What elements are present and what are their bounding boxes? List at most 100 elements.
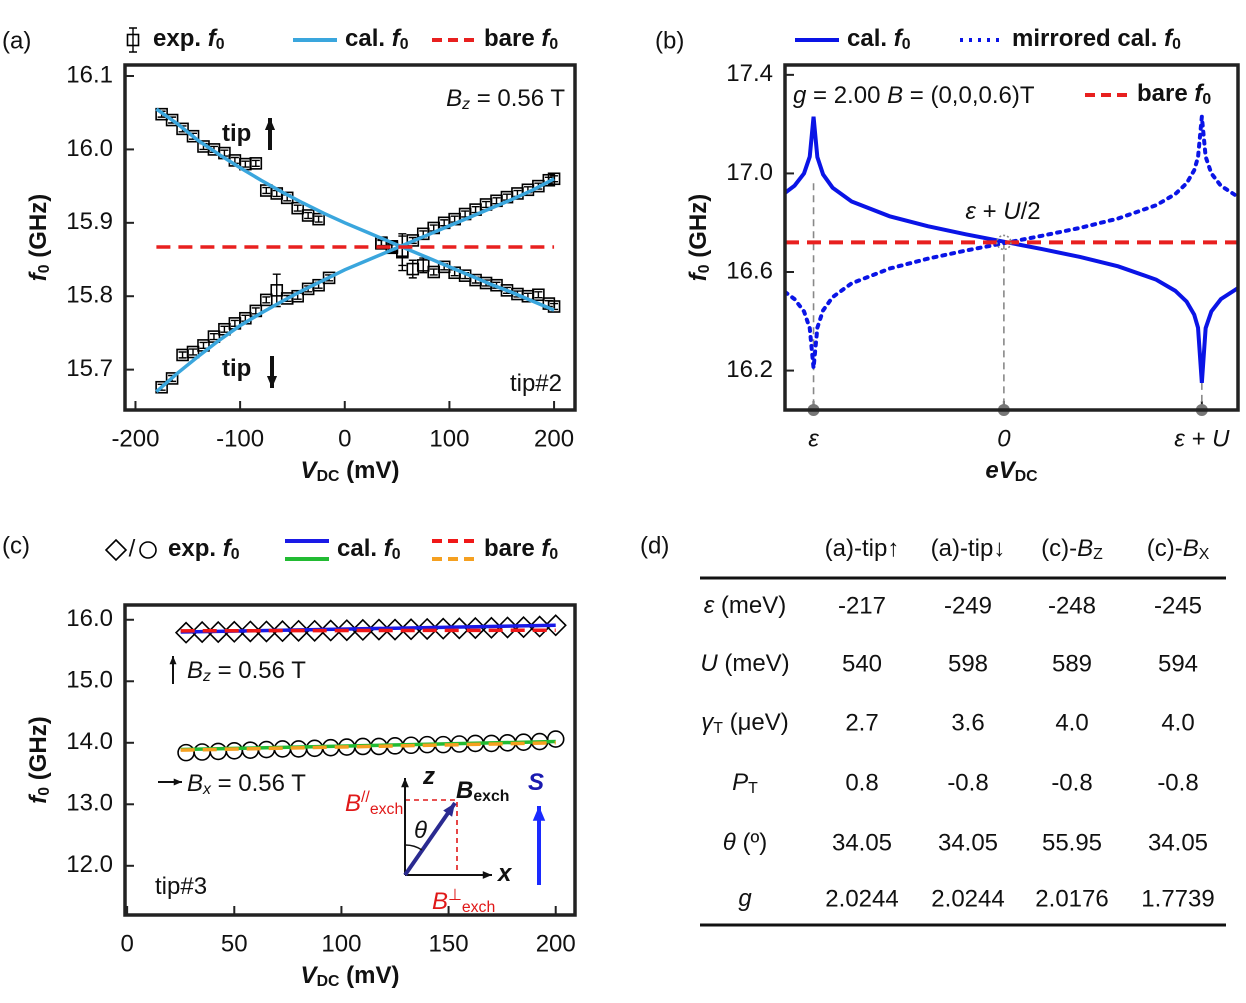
text-run: exch: [473, 788, 509, 805]
annotation: B//exch: [345, 789, 403, 818]
error-bar: [189, 348, 198, 356]
x-tick-label: -200: [111, 425, 159, 452]
annotation: Bexch: [456, 777, 509, 805]
table-cell: 4.0: [1161, 709, 1194, 736]
text-run: (GHz): [25, 716, 52, 787]
x-tick-label: ε: [808, 425, 819, 452]
arrow-head: [266, 376, 278, 388]
error-bar: [492, 197, 501, 205]
row-header: ε (meV): [704, 592, 787, 619]
table-cell: -217: [838, 592, 886, 619]
error-bar: [461, 210, 470, 218]
text-run: exp.: [168, 535, 223, 562]
series-line: [180, 628, 556, 633]
text-run: f: [685, 271, 712, 281]
data-point: [322, 271, 336, 285]
data-point: [239, 620, 262, 643]
text-run: B: [187, 657, 203, 684]
y-tick-label: 17.4: [726, 60, 773, 87]
error-bar: [471, 205, 480, 214]
text-run: 0: [1172, 36, 1181, 53]
data-point: [165, 372, 179, 385]
error-bar: [220, 325, 229, 333]
text-run: /2: [1021, 198, 1041, 225]
table-cell: 34.05: [938, 829, 998, 856]
data-point: [448, 617, 471, 640]
legend-label: exp. f0: [153, 25, 225, 53]
x-tick-label: ε + U: [1174, 425, 1230, 452]
data-point: [512, 616, 535, 639]
table-cell: 1.7739: [1141, 885, 1214, 912]
y-tick-label: 16.6: [726, 257, 773, 284]
y-tick-label: 16.0: [66, 605, 113, 632]
error-bar: [304, 211, 313, 220]
text-run: f: [894, 25, 904, 52]
error-bar: [482, 200, 491, 209]
x-axis-label: VDC (mV): [301, 962, 400, 990]
data-point: [399, 618, 423, 641]
text-run: g: [738, 885, 752, 912]
row-header: g: [738, 885, 752, 912]
data-point: [312, 212, 325, 226]
y-tick-label: 17.0: [726, 159, 773, 186]
plot-frame: [783, 63, 1240, 412]
error-bar: [314, 215, 323, 223]
data-point: [291, 201, 304, 215]
y-tick-label: 15.9: [66, 208, 113, 235]
text-run: tip#2: [510, 370, 562, 397]
legend-label: bare f0: [1137, 80, 1211, 108]
row-header: U (meV): [700, 650, 789, 677]
text-run: (mV): [339, 962, 399, 989]
text-run: P: [732, 769, 748, 796]
text-run: S: [528, 769, 544, 796]
legend-label: bare f0: [484, 25, 558, 53]
text-run: mirrored cal.: [1012, 25, 1164, 52]
column-header: (c)-BZ: [1041, 535, 1103, 563]
panel-label: (c): [2, 532, 30, 559]
table-cell: 594: [1158, 650, 1198, 677]
data-point: [191, 620, 214, 644]
data-point: [528, 615, 551, 638]
y-axis-label: f0 (GHz): [25, 194, 53, 281]
text-run: DC: [317, 973, 340, 990]
data-point: [270, 284, 284, 297]
text-run: (mV): [339, 457, 399, 484]
text-run: X: [1199, 546, 1210, 563]
crossing-circle: [996, 234, 1012, 251]
arrow-head: [173, 778, 182, 786]
table-cell: -0.8: [1051, 769, 1092, 796]
text-run: f: [541, 25, 551, 52]
text-run: γ: [701, 709, 715, 736]
data-point: [544, 614, 567, 637]
x-tick-label: 0: [338, 425, 351, 452]
y-tick-label: 16.0: [66, 135, 113, 162]
text-run: g: [793, 82, 807, 109]
text-run: U: [700, 650, 718, 677]
text-run: T: [748, 780, 758, 797]
y-tick-label: 15.0: [66, 667, 113, 694]
y-tick-label: 16.2: [726, 356, 773, 383]
data-point: [155, 380, 168, 394]
text-run: 0: [36, 787, 53, 796]
text-run: f: [384, 535, 394, 562]
text-run: ε: [965, 198, 976, 225]
text-run: DC: [317, 468, 340, 485]
data-point: [255, 620, 278, 643]
data-point: [186, 129, 200, 143]
table-cell: -245: [1154, 592, 1202, 619]
plot-frame: [123, 63, 577, 412]
error-bar: [293, 204, 302, 212]
table-cell: 3.6: [951, 709, 984, 736]
series-line: [180, 623, 556, 634]
annotation: tip#3: [155, 873, 207, 900]
data-point: [383, 618, 407, 641]
text-run: f: [392, 25, 402, 52]
text-run: f: [25, 271, 52, 281]
error-bar: [398, 235, 407, 267]
text-run: = (0,0,0.6)T: [903, 82, 1035, 109]
data-point: [176, 122, 189, 136]
panel-label: (a): [2, 27, 31, 54]
text-run: f: [208, 25, 218, 52]
y-tick-label: 12.0: [66, 851, 113, 878]
